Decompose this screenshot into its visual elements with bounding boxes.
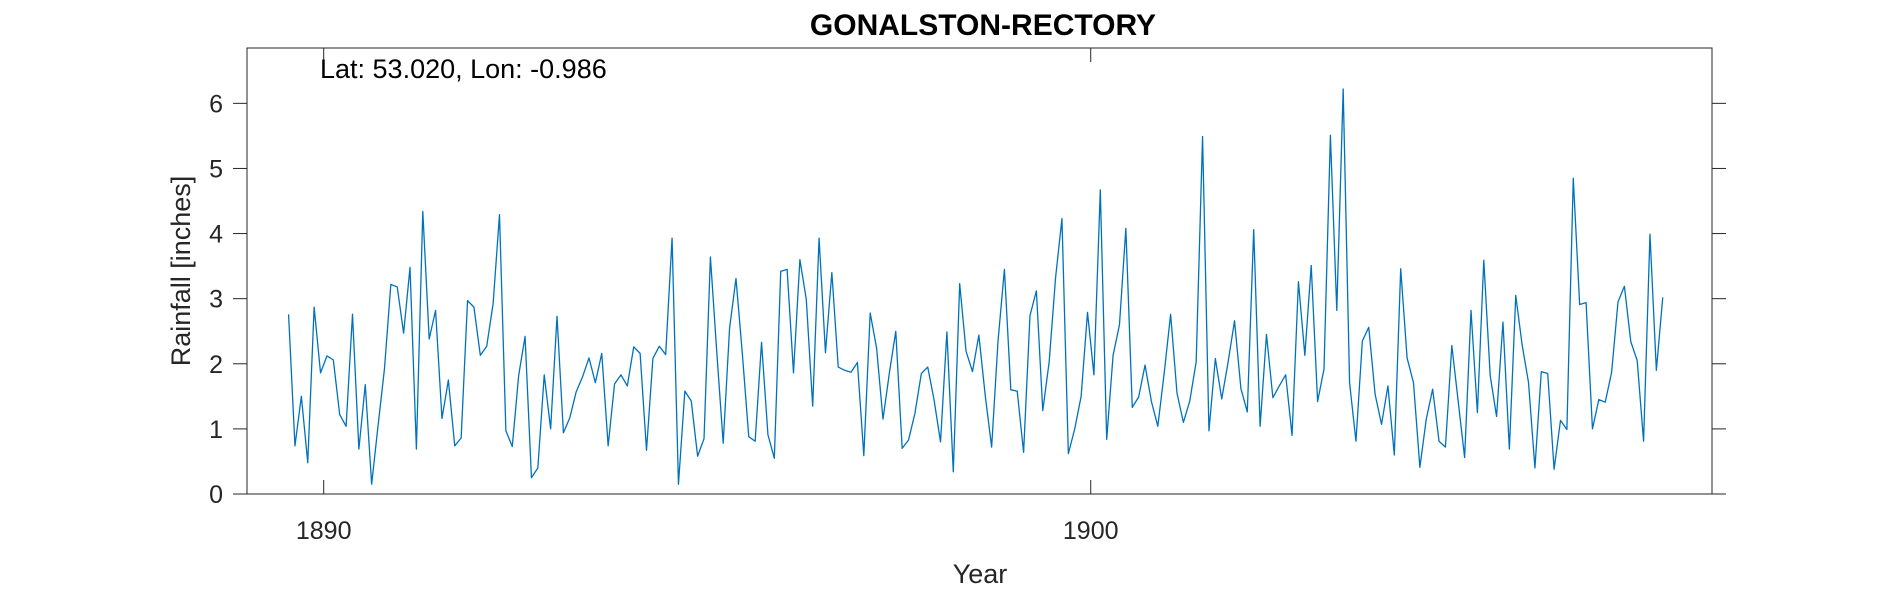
x-axis-ticks: 1890 1900 <box>296 48 1119 545</box>
y-tick-label-6: 6 <box>209 90 223 118</box>
y-tick-label-0: 0 <box>209 481 223 509</box>
y-axis-ticks: 0 1 2 3 4 5 6 <box>209 90 1726 509</box>
rainfall-series-line <box>287 88 1664 485</box>
y-tick-label-2: 2 <box>209 351 223 379</box>
x-tick-label-1900: 1900 <box>1063 517 1119 545</box>
location-annotation: Lat: 53.020, Lon: -0.986 <box>320 54 607 84</box>
plot-area <box>246 47 1713 495</box>
y-tick-label-3: 3 <box>209 286 223 314</box>
x-axis-title: Year <box>953 559 1008 589</box>
y-tick-label-5: 5 <box>209 155 223 183</box>
y-tick-label-4: 4 <box>209 221 223 249</box>
y-tick-label-1: 1 <box>209 416 223 444</box>
y-axis-title: Rainfall [inches] <box>166 176 196 367</box>
chart-title: GONALSTON-RECTORY <box>810 9 1156 42</box>
x-tick-label-1890: 1890 <box>296 517 352 545</box>
